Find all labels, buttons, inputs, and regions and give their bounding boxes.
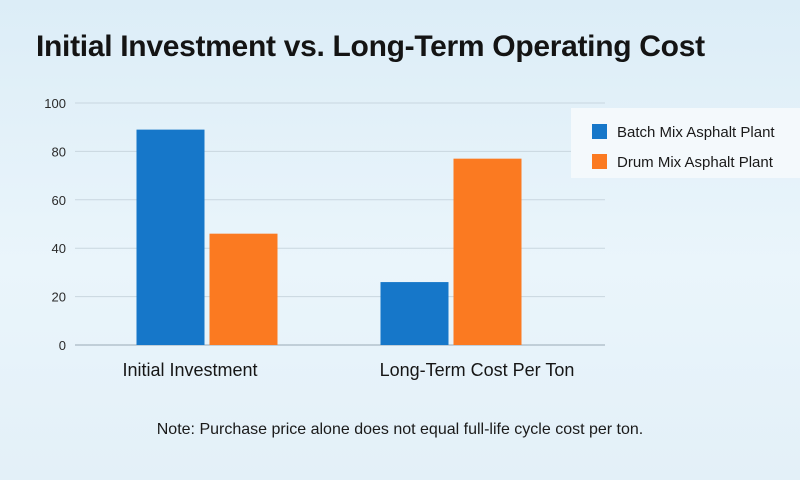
y-tick-label: 60 — [52, 193, 66, 208]
bar — [453, 158, 522, 345]
y-tick-label: 80 — [52, 144, 66, 159]
bar — [380, 282, 449, 345]
legend: Batch Mix Asphalt Plant Drum Mix Asphalt … — [571, 108, 800, 178]
legend-swatch — [592, 154, 607, 169]
footnote: Note: Purchase price alone does not equa… — [156, 421, 644, 438]
bar — [136, 129, 205, 345]
x-tick-label: Long-Term Cost Per Ton — [380, 360, 575, 380]
legend-swatch — [592, 124, 607, 139]
y-tick-label: 100 — [44, 96, 66, 111]
chart-title: Initial Investment vs. Long-Term Operati… — [36, 30, 705, 63]
x-tick-label: Initial Investment — [122, 360, 257, 380]
bar — [209, 233, 278, 345]
y-tick-label: 0 — [59, 338, 66, 353]
legend-box — [571, 108, 800, 178]
y-tick-label: 40 — [52, 241, 66, 256]
y-tick-label: 20 — [52, 290, 66, 305]
legend-label: Drum Mix Asphalt Plant — [617, 154, 774, 171]
y-axis-ticks: 0 20 40 60 80 100 — [44, 96, 66, 353]
legend-label: Batch Mix Asphalt Plant — [617, 124, 775, 141]
x-axis-ticks: Initial Investment Long-Term Cost Per Ton — [122, 360, 574, 380]
bars — [136, 129, 522, 345]
